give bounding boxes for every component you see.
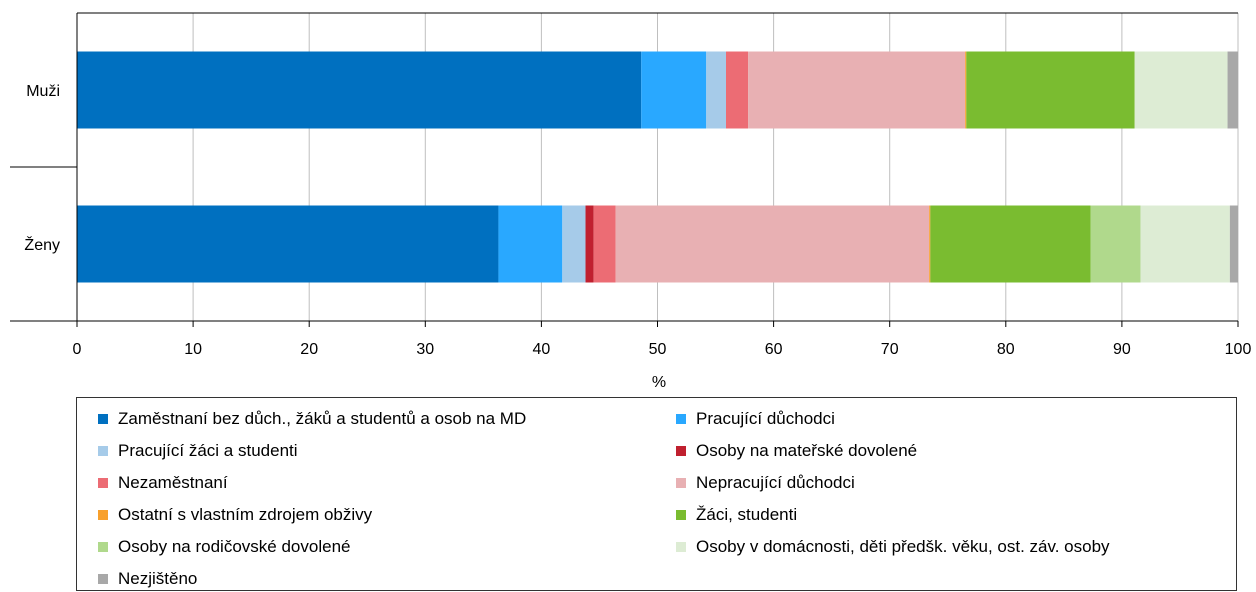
legend: Zaměstnaní bez důch., žáků a studentů a … xyxy=(76,397,1237,591)
bar-segment xyxy=(498,205,563,283)
x-tick-label: 80 xyxy=(997,341,1015,358)
legend-item: Pracující žáci a studenti xyxy=(98,441,298,461)
x-tick-label: 10 xyxy=(184,341,202,358)
bar-segment xyxy=(1140,205,1230,283)
legend-swatch xyxy=(98,510,108,520)
legend-item: Nepracující důchodci xyxy=(676,473,855,493)
legend-label: Žáci, studenti xyxy=(696,505,798,524)
category-label: Ženy xyxy=(24,235,60,254)
bar-segment xyxy=(77,205,499,283)
legend-label: Zaměstnaní bez důch., žáků a studentů a … xyxy=(118,409,527,428)
legend-label: Ostatní s vlastním zdrojem obživy xyxy=(118,505,373,524)
x-tick-label: 100 xyxy=(1225,341,1252,358)
legend-swatch xyxy=(98,478,108,488)
bar-segment xyxy=(593,205,616,283)
legend-swatch xyxy=(676,542,686,552)
bar-segment xyxy=(706,51,726,129)
legend-item: Osoby v domácnosti, děti předšk. věku, o… xyxy=(676,537,1110,557)
legend-item: Osoby na mateřské dovolené xyxy=(676,441,917,461)
legend-swatch xyxy=(98,542,108,552)
legend-swatch xyxy=(676,446,686,456)
legend-label: Nezaměstnaní xyxy=(118,473,228,492)
x-tick-label: 60 xyxy=(765,341,783,358)
legend-label: Osoby na mateřské dovolené xyxy=(696,441,918,460)
stacked-bar-chart: 0 10 20 30 40 50 60 70 80 90 100 Muži Ženy % xyxy=(10,12,1252,391)
legend-label: Osoby v domácnosti, děti předšk. věku, o… xyxy=(696,537,1110,556)
tick-labels: 0 10 20 30 40 50 60 70 80 90 100 xyxy=(73,341,1252,358)
legend-swatch xyxy=(98,446,108,456)
category-label: Muži xyxy=(26,83,60,100)
legend-item: Osoby na rodičovské dovolené xyxy=(98,537,350,557)
legend-swatch xyxy=(676,510,686,520)
legend-item: Žáci, studenti xyxy=(676,505,797,525)
x-tick-label: 40 xyxy=(533,341,551,358)
bar-segment xyxy=(965,51,967,129)
legend-label: Pracující důchodci xyxy=(696,409,835,428)
x-tick-label: 30 xyxy=(416,341,434,358)
legend-item: Ostatní s vlastním zdrojem obživy xyxy=(98,505,372,525)
bar-segment xyxy=(1227,51,1238,129)
legend-label: Nepracující důchodci xyxy=(696,473,855,492)
legend-swatch xyxy=(676,478,686,488)
bar-segment xyxy=(966,51,1135,129)
legend-item: Zaměstnaní bez důch., žáků a studentů a … xyxy=(98,409,526,429)
legend-label: Osoby na rodičovské dovolené xyxy=(118,537,351,556)
x-tick-label: 50 xyxy=(649,341,667,358)
bar-segment xyxy=(725,51,749,129)
bar-segment xyxy=(1090,205,1141,283)
bar-segment xyxy=(615,205,930,283)
x-tick-label: 70 xyxy=(881,341,899,358)
bar-segment xyxy=(77,51,642,129)
axes xyxy=(10,12,1239,327)
bar-segment xyxy=(929,205,931,283)
bar-segment xyxy=(1134,51,1228,129)
bar-segment xyxy=(748,51,966,129)
x-tick-label: 0 xyxy=(73,341,82,358)
legend-item: Pracující důchodci xyxy=(676,409,835,429)
bar-segments xyxy=(77,51,1238,283)
legend-label: Pracující žáci a studenti xyxy=(118,441,298,460)
category-labels: Muži Ženy xyxy=(24,83,60,254)
legend-item: Nezjištěno xyxy=(98,569,197,589)
legend-swatch xyxy=(98,414,108,424)
x-tick-label: 20 xyxy=(300,341,318,358)
bar-segment xyxy=(930,205,1091,283)
x-tick-label: 90 xyxy=(1113,341,1131,358)
bar-segment xyxy=(641,51,707,129)
legend-swatch xyxy=(676,414,686,424)
x-axis-label: % xyxy=(652,374,666,391)
legend-item: Nezaměstnaní xyxy=(98,473,228,493)
bar-segment xyxy=(562,205,586,283)
bar-segment xyxy=(1229,205,1238,283)
bar-segment xyxy=(585,205,594,283)
legend-label: Nezjištěno xyxy=(118,569,198,588)
legend-swatch xyxy=(98,574,108,584)
